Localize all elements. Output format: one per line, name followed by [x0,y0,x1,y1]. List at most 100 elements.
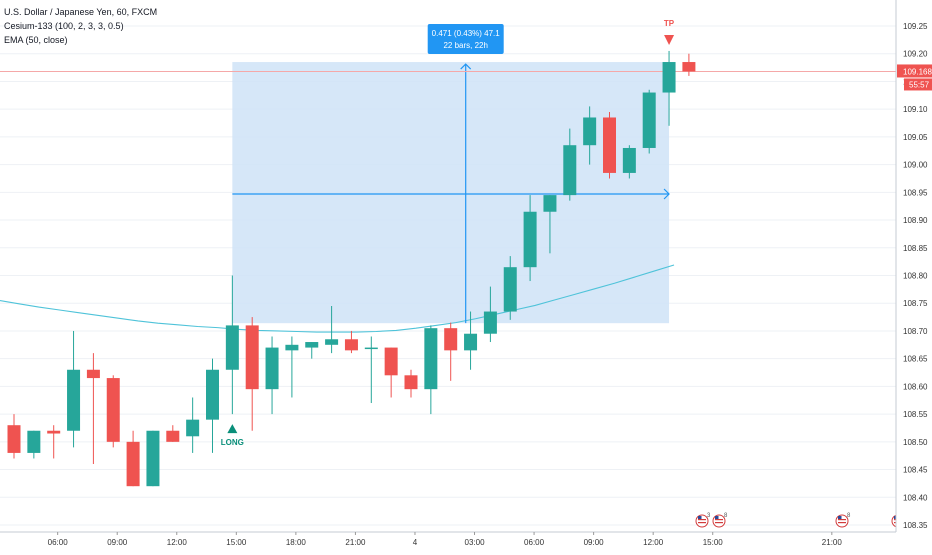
time-tick-label: 21:00 [822,538,843,547]
candle[interactable] [464,311,478,370]
candle[interactable] [67,330,81,448]
price-tick-label: 109.10 [903,105,928,114]
price-tick-label: 108.45 [903,466,928,475]
price-tick-label: 109.25 [903,22,928,31]
time-tick-label: 12:00 [643,538,664,547]
economic-event-flag[interactable]: 3 [695,513,711,528]
candle[interactable] [503,256,517,320]
flag-canton [715,516,719,519]
candle[interactable] [523,195,537,282]
candle[interactable] [642,89,656,154]
candle[interactable] [245,317,259,431]
candle-body [404,375,418,390]
candle-body [523,211,537,268]
price-tick-label: 108.60 [903,382,928,391]
price-axis[interactable]: 109.25109.20109.15109.10109.05109.00108.… [903,22,928,530]
measure-range-box[interactable] [232,62,670,324]
candle[interactable] [225,275,239,415]
tp-signal-label: TP [664,19,675,28]
measure-tooltip: 0.471 (0.43%) 47.1 22 bars, 22h [427,24,504,54]
candle[interactable] [563,128,577,201]
candle[interactable] [404,369,418,398]
candle[interactable] [47,425,61,459]
time-tick-label: 18:00 [286,538,307,547]
candle[interactable] [483,286,497,343]
candle-body [7,425,21,453]
candle-body [622,147,636,173]
time-tick-label: 03:00 [465,538,486,547]
time-tick-label: 21:00 [345,538,366,547]
candle-body [146,430,160,487]
candle-body [424,328,438,390]
candle-body [285,344,299,351]
candle[interactable] [166,425,180,442]
candle-body [67,369,81,431]
candle[interactable] [325,305,339,354]
measure-vertical-arrowhead [460,63,472,70]
price-tick-label: 108.35 [903,521,928,530]
economic-event-flag[interactable]: 8 [835,513,851,528]
measure-horizontal-arrowhead [663,188,670,200]
price-tick-label: 108.55 [903,410,928,419]
price-tick-label: 109.20 [903,50,928,59]
candle[interactable] [344,330,358,354]
candle-body [642,92,656,148]
candle[interactable] [424,325,438,415]
price-tick-label: 109.00 [903,161,928,170]
price-tick-label: 108.50 [903,438,928,447]
candle[interactable] [305,342,319,359]
candle-body [245,325,259,390]
candle[interactable] [146,430,160,487]
candle[interactable] [603,111,616,179]
candle[interactable] [285,336,299,398]
candle[interactable] [364,336,378,404]
time-tick-label: 15:00 [226,538,247,547]
price-badge [897,64,932,78]
flag-stripe [838,519,846,521]
time-tick-label: 06:00 [524,538,545,547]
candle[interactable] [106,375,120,448]
time-tick-label: 09:00 [584,538,605,547]
flag-stripe [698,522,706,524]
legend-indicator[interactable]: Cesium-133 (100, 2, 3, 3, 0.5) [4,21,124,31]
flag-canton [698,516,702,519]
price-tick-label: 108.75 [903,299,928,308]
candle-body [503,267,517,312]
candle[interactable] [682,53,696,76]
countdown-badge-text: 55:57 [909,80,930,89]
candle-body [225,325,239,370]
candle[interactable] [662,50,676,126]
ema-line[interactable] [0,264,675,333]
economic-event-flag[interactable]: 8 [712,513,728,528]
candle-body [563,145,577,196]
candle-body [186,419,200,437]
candle-body [86,369,100,379]
candle[interactable] [622,145,636,179]
candle[interactable] [7,414,21,459]
candle[interactable] [126,430,140,487]
candle-body [682,62,696,72]
candle[interactable] [583,106,597,165]
candle[interactable] [86,353,100,465]
flag-stripe [715,522,723,524]
candle-body [166,430,180,442]
price-tick-label: 108.85 [903,244,928,253]
legend-symbol[interactable]: U.S. Dollar / Japanese Yen, 60, FXCM [4,7,158,17]
legend-ema[interactable]: EMA (50, close) [4,35,68,45]
candle[interactable] [444,322,458,381]
candle[interactable] [543,195,557,254]
candle-body [444,328,458,351]
candle[interactable] [206,358,219,453]
candle[interactable] [265,336,279,415]
candle[interactable] [186,397,200,453]
time-axis[interactable]: 06:00 09:00 12:00 15:00 18:00 21:00 4 03:00 06:0… [48,532,843,547]
candle[interactable] [27,430,41,459]
candle[interactable] [384,347,398,398]
event-count: 3 [707,513,711,519]
long-signal-label: LONG [221,438,244,447]
candle-body [464,333,478,351]
candle-body [384,347,398,376]
measure-tooltip-change: 0.471 (0.43%) 47.1 [432,29,501,38]
